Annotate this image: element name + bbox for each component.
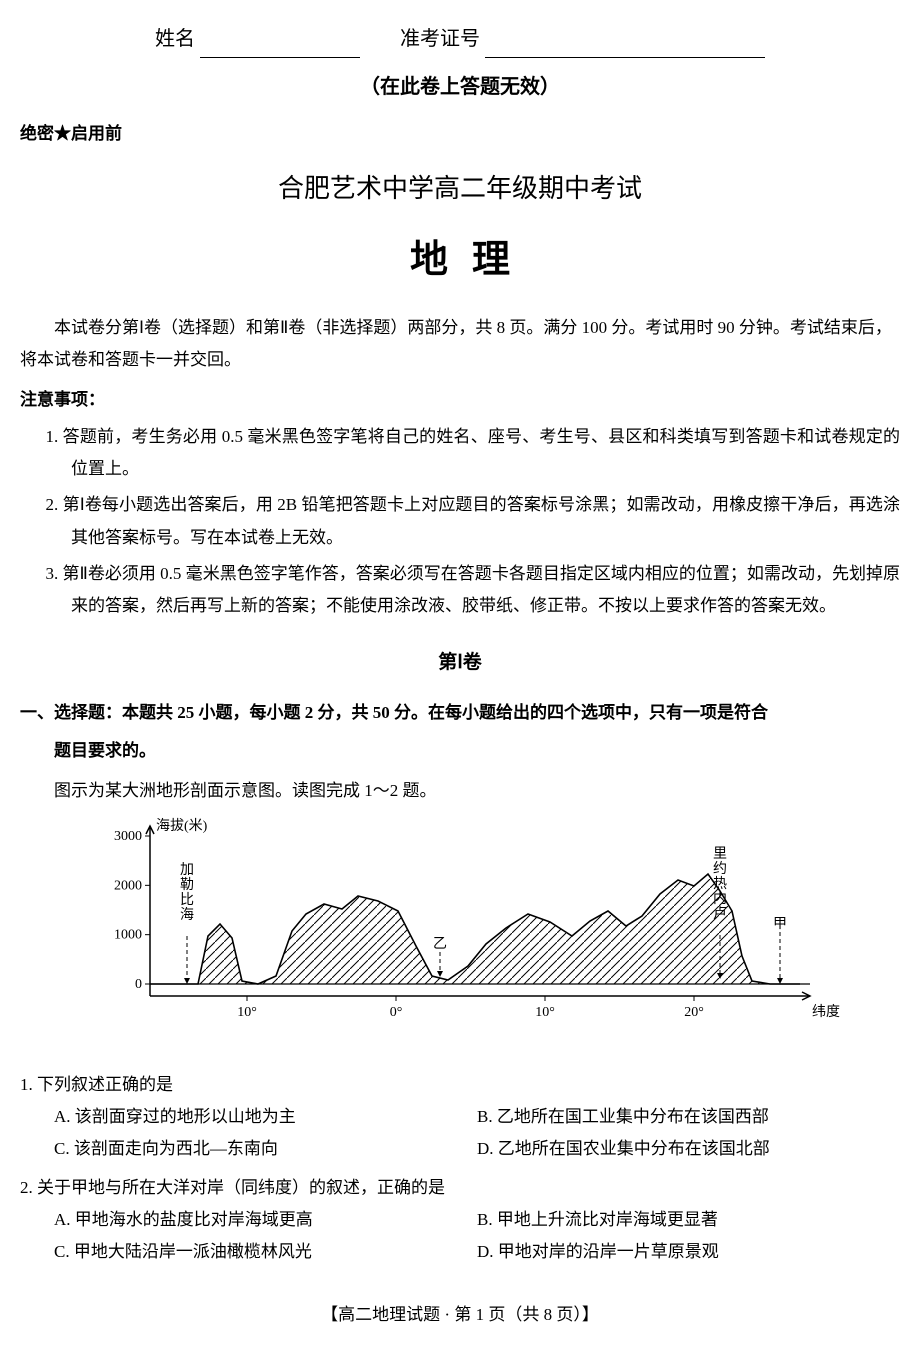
exam-no-label: 准考证号 <box>400 28 480 50</box>
secret-label: 绝密★启用前 <box>20 118 900 150</box>
terrain-profile-chart: 0 1000 2000 3000 海拔(米) 10° 0° 10° 20° 纬度 加勒比海乙 里约热内… <box>80 816 900 1057</box>
svg-text:2000: 2000 <box>114 878 142 893</box>
notice-item: 2. 第Ⅰ卷每小题选出答案后，用 2B 铅笔把答题卡上对应题目的答案标号涂黑；如… <box>20 489 900 554</box>
q2-option-b: B. 甲地上升流比对岸海域更显著 <box>477 1204 900 1236</box>
svg-text:海拔(米): 海拔(米) <box>156 818 208 834</box>
svg-text:20°: 20° <box>684 1005 704 1020</box>
invalid-note: （在此卷上答题无效） <box>20 68 900 106</box>
q2-option-d: D. 甲地对岸的沿岸一片草原景观 <box>477 1236 900 1268</box>
svg-text:甲: 甲 <box>773 917 787 932</box>
svg-text:3000: 3000 <box>114 829 142 844</box>
svg-text:0: 0 <box>135 977 142 992</box>
name-label: 姓名 <box>155 28 195 50</box>
svg-text:勒: 勒 <box>180 877 194 893</box>
svg-text:1000: 1000 <box>114 927 142 942</box>
q1-option-a: A. 该剖面穿过的地形以山地为主 <box>54 1101 477 1133</box>
svg-text:卢: 卢 <box>713 906 727 922</box>
subject-title: 地理 <box>20 224 900 296</box>
page-footer: 【高二地理试题 · 第 1 页（共 8 页）】 <box>20 1299 900 1331</box>
q1-option-b: B. 乙地所在国工业集中分布在该国西部 <box>477 1101 900 1133</box>
q1-option-d: D. 乙地所在国农业集中分布在该国北部 <box>477 1133 900 1165</box>
intro-paragraph: 本试卷分第Ⅰ卷（选择题）和第Ⅱ卷（非选择题）两部分，共 8 页。满分 100 分… <box>20 312 900 377</box>
part1-title: 第Ⅰ卷 <box>20 645 900 681</box>
svg-text:0°: 0° <box>390 1005 403 1020</box>
svg-text:乙: 乙 <box>433 936 447 952</box>
svg-text:10°: 10° <box>535 1005 555 1020</box>
svg-text:10°: 10° <box>237 1005 257 1020</box>
svg-text:内: 内 <box>713 891 727 907</box>
svg-text:里: 里 <box>713 847 727 862</box>
q1-stem: 1. 下列叙述正确的是 <box>20 1069 900 1101</box>
notice-label: 注意事项： <box>20 384 900 416</box>
name-blank[interactable] <box>200 34 360 58</box>
svg-text:海: 海 <box>180 907 194 923</box>
school-title: 合肥艺术中学高二年级期中考试 <box>20 164 900 213</box>
svg-text:加: 加 <box>180 862 194 878</box>
svg-text:约: 约 <box>713 861 727 877</box>
notice-item: 3. 第Ⅱ卷必须用 0.5 毫米黑色签字笔作答，答案必须写在答题卡各题目指定区域… <box>20 558 900 623</box>
exam-no-blank[interactable] <box>485 34 765 58</box>
section1-heading: 一、选择题：本题共 25 小题，每小题 2 分，共 50 分。在每小题给出的四个… <box>20 697 900 729</box>
q2-option-c: C. 甲地大陆沿岸一派油橄榄林风光 <box>54 1236 477 1268</box>
section1-heading-cont: 题目要求的。 <box>20 735 900 767</box>
q1-option-c: C. 该剖面走向为西北—东南向 <box>54 1133 477 1165</box>
context-1: 图示为某大洲地形剖面示意图。读图完成 1～2 题。 <box>20 775 900 807</box>
svg-text:比: 比 <box>180 892 194 908</box>
svg-text:热: 热 <box>713 876 727 892</box>
q2-option-a: A. 甲地海水的盐度比对岸海域更高 <box>54 1204 477 1236</box>
svg-text:纬度: 纬度 <box>812 1004 840 1020</box>
q2-stem: 2. 关于甲地与所在大洋对岸（同纬度）的叙述，正确的是 <box>20 1172 900 1204</box>
notice-item: 1. 答题前，考生务必用 0.5 毫米黑色签字笔将自己的姓名、座号、考生号、县区… <box>20 421 900 486</box>
